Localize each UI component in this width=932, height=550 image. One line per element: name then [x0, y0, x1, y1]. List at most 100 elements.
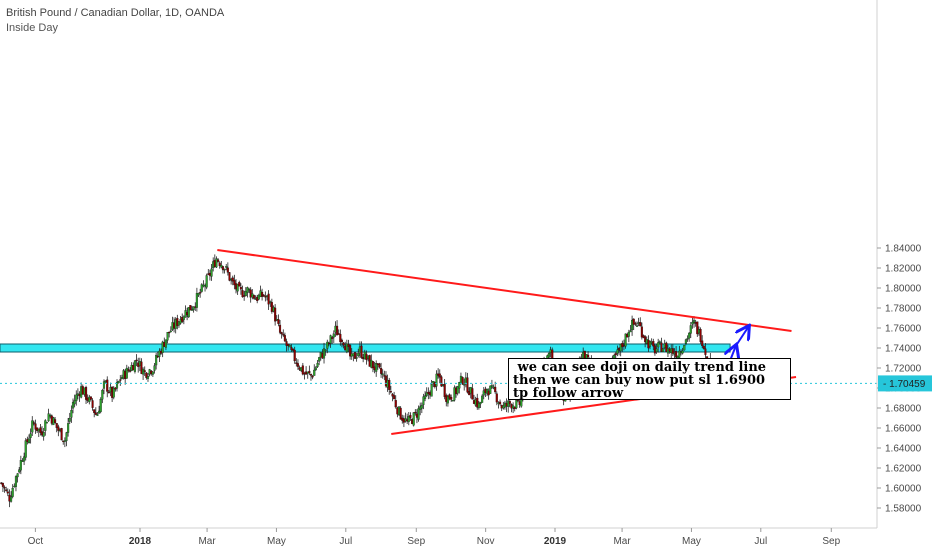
- candle-body: [42, 432, 45, 437]
- candle-body: [252, 295, 255, 299]
- candle-body: [31, 420, 34, 433]
- candle-body: [70, 410, 73, 418]
- candle-body: [340, 339, 344, 342]
- x-tick-label: Jul: [754, 536, 767, 547]
- candle-body: [182, 316, 185, 320]
- candle-body: [14, 476, 18, 487]
- candle-body: [471, 388, 474, 400]
- candle-body: [360, 345, 363, 358]
- candle-body: [438, 373, 441, 378]
- candle-body: [327, 342, 330, 345]
- candle-body: [187, 307, 190, 318]
- candle-body: [220, 264, 223, 268]
- y-tick-label: 1.58000: [885, 504, 922, 515]
- candle-body: [675, 351, 678, 358]
- candle-body: [177, 321, 181, 326]
- candle-body: [481, 395, 484, 403]
- candle-body: [614, 353, 617, 356]
- candle-body: [635, 325, 639, 327]
- note-line-3: tp follow arrow: [513, 386, 624, 401]
- candle-body: [190, 309, 194, 311]
- candle-body: [378, 363, 381, 368]
- candle-body: [153, 365, 156, 371]
- candle-body: [495, 393, 498, 403]
- candle-body: [424, 395, 427, 399]
- candle-body: [249, 289, 252, 298]
- candle-body: [308, 370, 311, 374]
- candle-body: [314, 367, 317, 371]
- y-tick-label: 1.78000: [885, 304, 922, 315]
- x-tick-label: 2018: [129, 536, 152, 547]
- y-tick-label: 1.82000: [885, 264, 922, 275]
- candle-body: [280, 332, 283, 335]
- candle-body: [388, 379, 391, 390]
- candle-body: [115, 382, 119, 389]
- candle-body: [166, 332, 169, 341]
- x-tick-label: Sep: [822, 536, 840, 547]
- candle-body: [316, 362, 319, 368]
- candle-body: [430, 384, 433, 397]
- candle-body: [446, 396, 449, 404]
- candle-body: [94, 412, 97, 415]
- candle-body: [652, 340, 655, 347]
- candle-body: [195, 292, 198, 308]
- candle-body: [143, 370, 146, 372]
- candle-body: [683, 345, 686, 351]
- candle-body: [257, 294, 260, 300]
- candle-body: [684, 339, 687, 344]
- candle-body: [239, 287, 242, 290]
- x-tick-label: May: [682, 536, 701, 547]
- candle-body: [657, 342, 660, 348]
- candle-body: [391, 393, 394, 397]
- candle-body: [409, 415, 412, 418]
- candle-body: [702, 345, 705, 349]
- candle-body: [380, 368, 383, 374]
- y-tick-label: 1.76000: [885, 324, 922, 335]
- candle-body: [45, 422, 48, 424]
- candle-body: [322, 348, 326, 359]
- candle-body: [117, 381, 120, 383]
- candle-body: [692, 320, 696, 323]
- candle-body: [660, 342, 663, 352]
- candle-body: [699, 329, 702, 342]
- candle-body: [621, 343, 624, 348]
- candle-body: [135, 359, 138, 362]
- candle-body: [107, 391, 110, 394]
- indicator-label: Inside Day: [6, 22, 58, 34]
- candle-body: [164, 339, 167, 348]
- candle-body: [696, 321, 699, 335]
- candle-body: [5, 489, 8, 491]
- candle-body: [313, 369, 316, 376]
- candle-body: [691, 321, 694, 325]
- candle-body: [371, 361, 374, 369]
- candle-body: [326, 341, 329, 349]
- candle-body: [357, 353, 360, 357]
- y-tick-label: 1.72000: [885, 364, 922, 375]
- candle-body: [507, 400, 510, 407]
- candle-body: [244, 291, 247, 297]
- candle-body: [6, 491, 9, 494]
- candle-body: [422, 396, 425, 405]
- candle-body: [99, 399, 102, 412]
- candle-body: [262, 294, 265, 297]
- candle-body: [311, 375, 314, 378]
- candle-body: [261, 292, 264, 297]
- candle-body: [394, 400, 397, 408]
- candle-body: [278, 324, 282, 333]
- candle-body: [686, 338, 689, 340]
- candle-body: [65, 432, 68, 442]
- candle-body: [671, 348, 674, 354]
- candle-body: [639, 322, 642, 327]
- candle-body: [689, 325, 692, 334]
- candle-body: [57, 426, 60, 431]
- time-axis[interactable]: Oct 2018 Mar May Jul Sep Nov 2019 Mar May Jul Sep: [0, 527, 877, 547]
- candle-body: [133, 360, 136, 372]
- price-axis[interactable]: 1.84000 1.82000 1.80000 1.78000 1.76000 1.740…: [876, 0, 932, 528]
- candle-body: [342, 342, 345, 346]
- candle-body: [44, 420, 47, 431]
- candle-body: [296, 363, 299, 367]
- candle-body: [155, 354, 158, 366]
- candle-body: [93, 409, 96, 413]
- candle-body: [547, 353, 551, 358]
